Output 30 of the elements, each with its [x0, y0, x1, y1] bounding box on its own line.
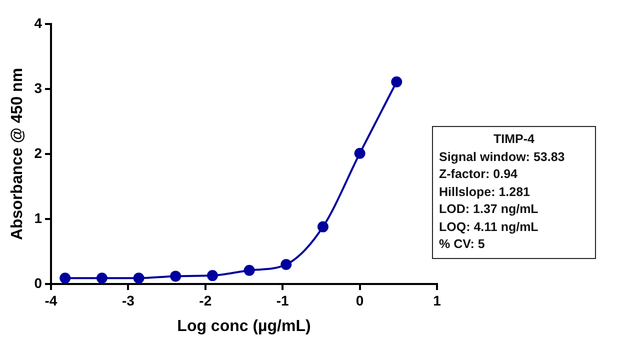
- point: [354, 148, 366, 159]
- point: [60, 272, 71, 284]
- x-tick-label: -2: [199, 292, 212, 308]
- y-tick-label: 2: [34, 144, 42, 161]
- point: [244, 264, 255, 276]
- text: % CV: 5: [439, 236, 486, 253]
- y-tick-label: 4: [34, 14, 42, 31]
- x-axis-title: Log conc (µg/mL): [177, 318, 311, 335]
- y-tick-label: 1: [34, 210, 42, 226]
- y-tick-label: 0: [34, 274, 42, 291]
- point: [133, 272, 144, 284]
- x-tick-label: -1: [276, 292, 290, 308]
- point: [317, 221, 328, 232]
- x-tick-label: -3: [122, 292, 135, 308]
- x-tick-label: 1: [433, 292, 442, 308]
- x-tick-label: -4: [44, 292, 58, 308]
- point: [170, 270, 182, 282]
- y-tick-label: 3: [34, 80, 42, 96]
- x-tick-label: 0: [356, 292, 364, 308]
- text: TIMP-4: [492, 131, 536, 148]
- point: [391, 76, 402, 88]
- y-axis-title: Absorbance @ 450 nm: [9, 68, 26, 240]
- point: [206, 270, 218, 282]
- text: LOD: 1.37 ng/mL: [439, 201, 540, 218]
- text: LOQ: 4.11 ng/mL: [439, 218, 540, 236]
- text: Signal window: 53.83: [439, 148, 566, 166]
- point: [280, 259, 292, 270]
- text: Hillslope: 1.281: [439, 184, 532, 201]
- text: Z-factor: 0.94: [439, 166, 518, 183]
- point: [96, 272, 108, 284]
